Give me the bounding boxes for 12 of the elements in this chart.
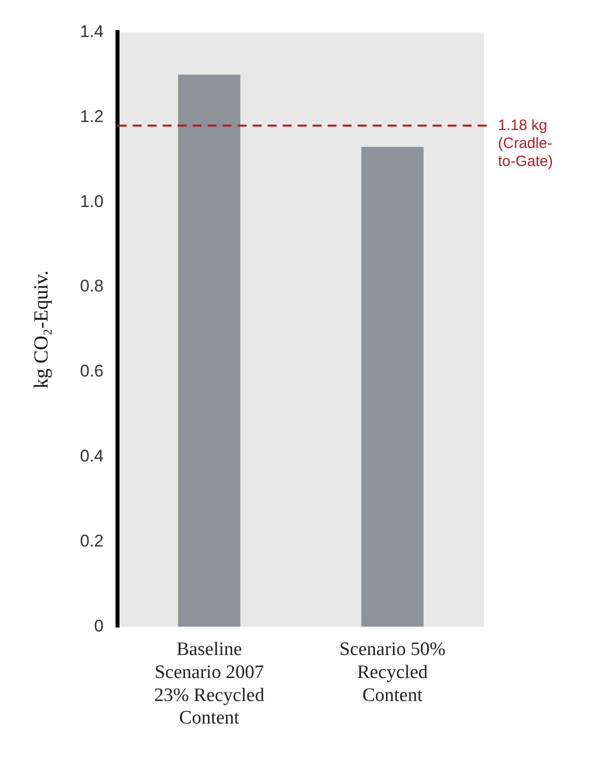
y-tick-label: 0 — [94, 616, 104, 636]
y-tick-label: 0.2 — [80, 532, 104, 551]
x-tick-label: Baseline Scenario 2007 23% Recycled Content — [154, 639, 265, 729]
x-tick-label: Scenario 50% Recycled Content — [339, 639, 446, 706]
y-tick-label: 0.8 — [80, 276, 104, 296]
ref-line-label: 1.18 kg (Cradle-to-Gate) — [498, 116, 554, 170]
y-tick-label: 1.0 — [80, 192, 104, 211]
y-tick-label: 1.2 — [80, 106, 104, 126]
y-tick-label: 0.6 — [80, 362, 104, 381]
y-tick-label: 1.4 — [80, 22, 104, 41]
y-axis-title: kg CO₂-Equiv. — [30, 270, 52, 388]
y-tick-label: 0.4 — [80, 446, 104, 466]
